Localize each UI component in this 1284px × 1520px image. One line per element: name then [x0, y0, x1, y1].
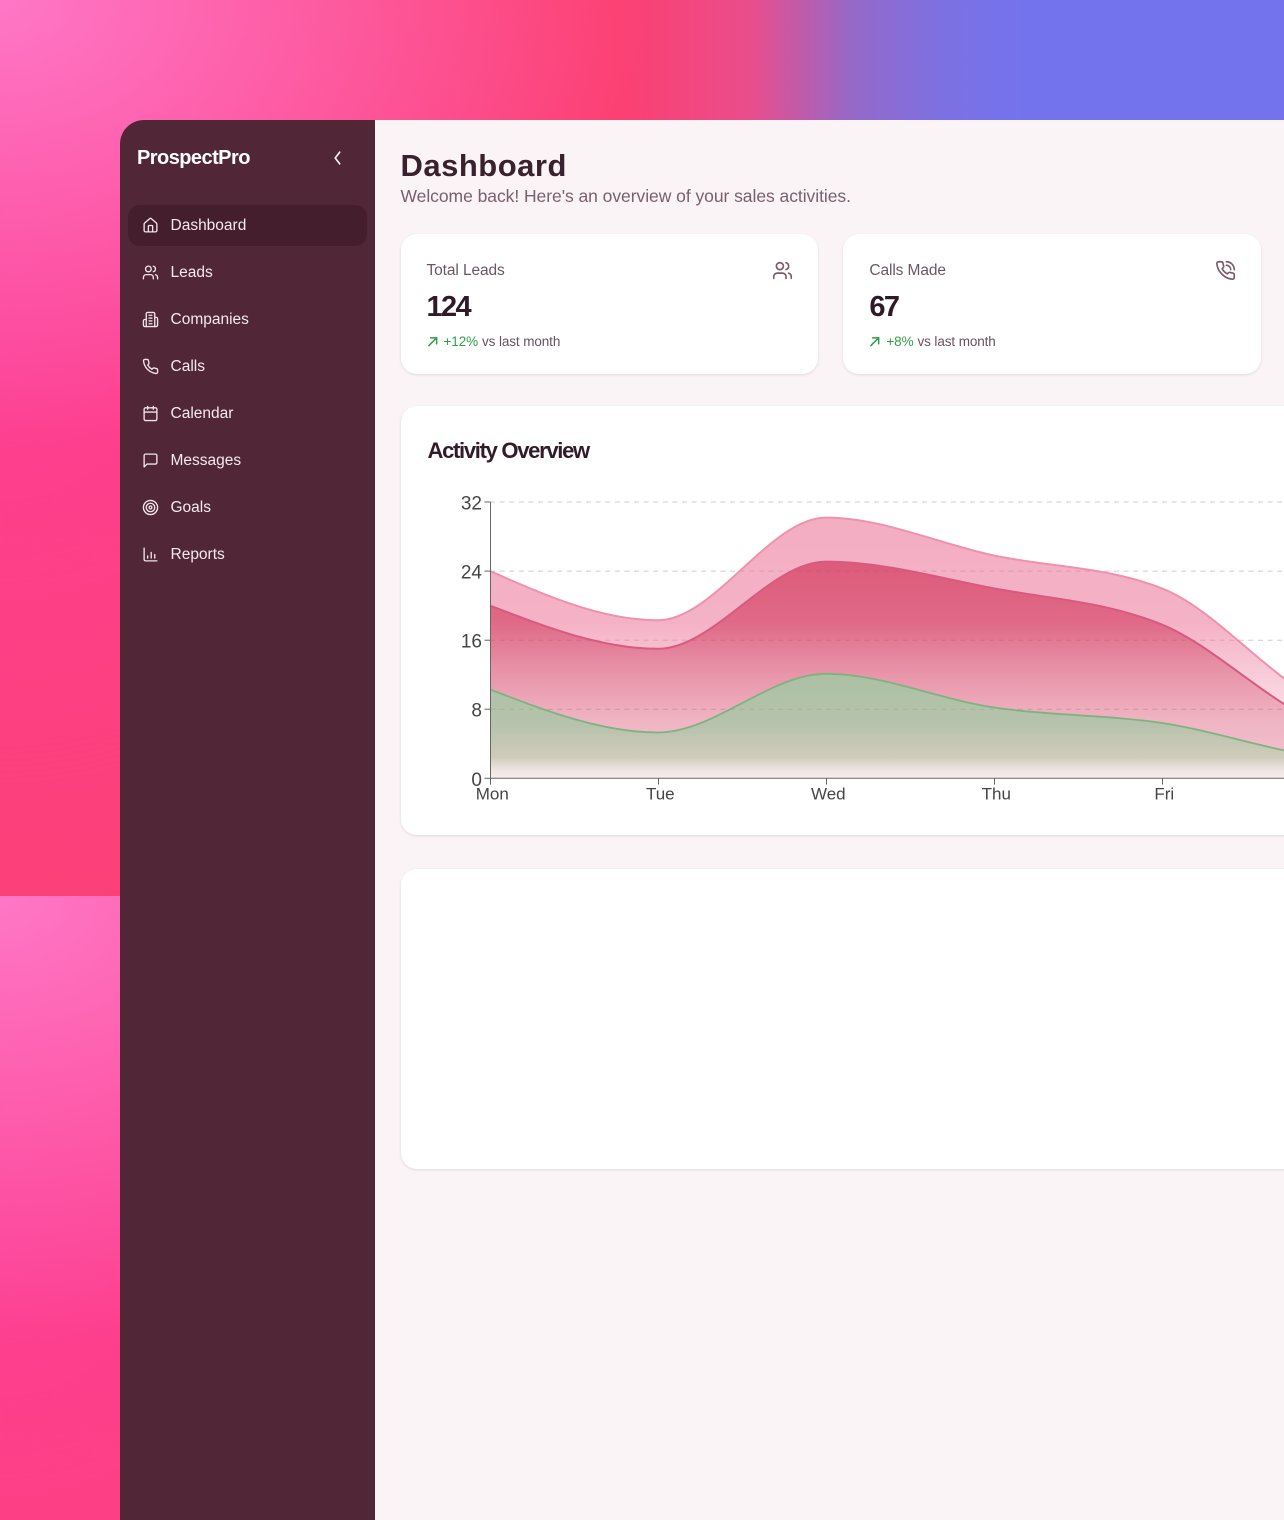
svg-text:Thu: Thu [982, 785, 1011, 804]
svg-text:Tue: Tue [646, 785, 675, 804]
svg-text:0: 0 [471, 770, 482, 791]
svg-text:Fri: Fri [1154, 785, 1174, 804]
svg-text:32: 32 [461, 494, 482, 515]
svg-text:24: 24 [461, 563, 483, 584]
svg-text:16: 16 [461, 632, 482, 653]
svg-text:Mon: Mon [476, 785, 509, 804]
svg-text:Wed: Wed [811, 785, 846, 804]
svg-text:8: 8 [471, 701, 482, 722]
